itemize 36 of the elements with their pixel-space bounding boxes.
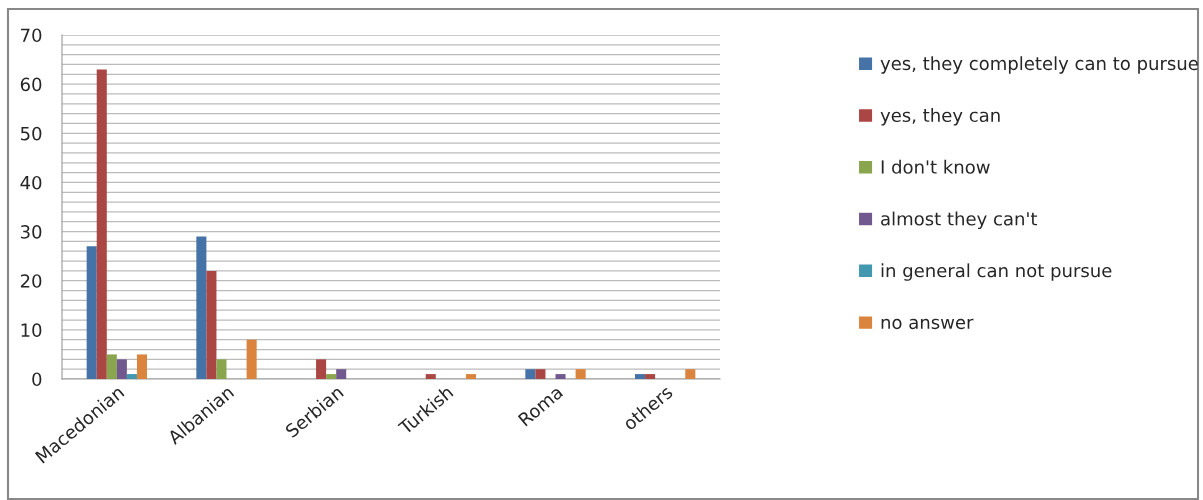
y-tick-label: 20 xyxy=(20,274,42,288)
bar xyxy=(326,374,337,379)
y-tick-label: 10 xyxy=(21,323,42,337)
legend-label: I don't know xyxy=(881,159,990,174)
bar xyxy=(645,374,656,379)
bar xyxy=(206,270,217,379)
bar xyxy=(116,359,127,379)
bar xyxy=(555,374,566,379)
legend-label: yes, they completely can to pursue xyxy=(880,56,1198,74)
legend-label: yes, they can xyxy=(880,108,1000,126)
bar xyxy=(96,69,107,379)
legend-label: almost they can't xyxy=(881,211,1038,230)
y-tick-label: 60 xyxy=(20,77,42,92)
bar xyxy=(685,369,696,379)
bar xyxy=(316,359,327,379)
y-tick-label: 30 xyxy=(20,225,42,239)
bar xyxy=(106,354,117,379)
bar xyxy=(126,374,137,379)
y-tick-label: 70 xyxy=(21,28,42,43)
bar xyxy=(216,359,227,379)
legend-label: no answer xyxy=(881,318,974,330)
legend-label: in general can not pursue xyxy=(881,263,1112,281)
bar xyxy=(86,246,97,379)
bar xyxy=(246,339,257,379)
y-tick-label: 0 xyxy=(32,372,42,387)
y-tick-label: 50 xyxy=(20,126,42,141)
bar xyxy=(465,374,476,379)
bar xyxy=(635,374,646,379)
bar xyxy=(425,374,436,379)
bar xyxy=(196,236,207,379)
bar xyxy=(535,369,546,379)
bar xyxy=(525,369,536,379)
bar xyxy=(336,369,347,379)
bar xyxy=(136,354,147,379)
bar xyxy=(575,369,586,379)
y-tick-label: 40 xyxy=(20,175,42,190)
